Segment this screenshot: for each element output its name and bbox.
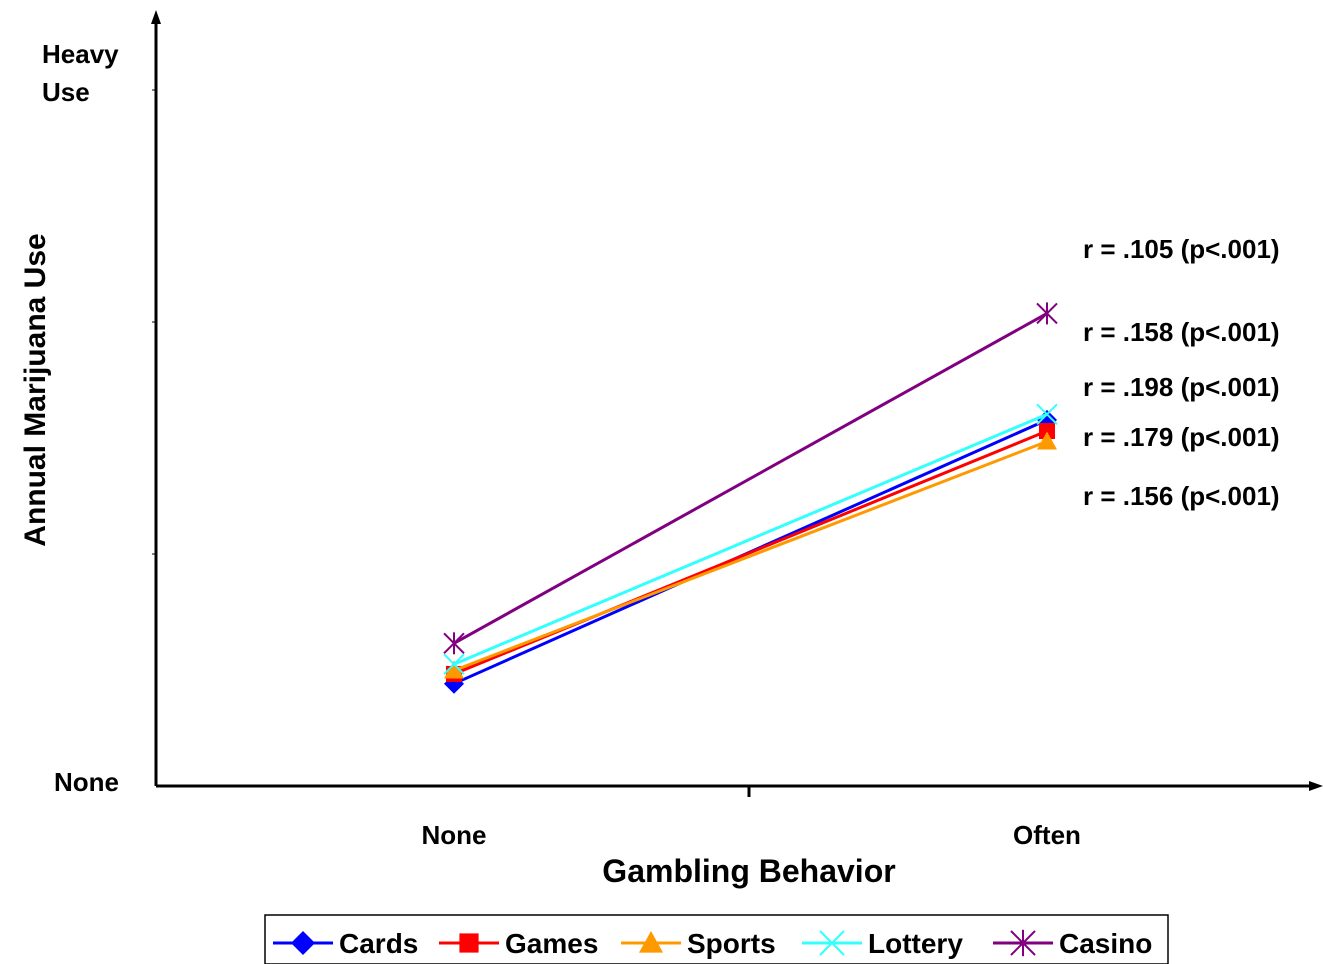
- legend-item-casino: Casino: [993, 928, 1152, 959]
- point-lottery-1: [1036, 403, 1058, 426]
- y-axis-arrow: [151, 10, 161, 24]
- legend-item-lottery: Lottery: [802, 928, 963, 959]
- annotation-r-198: r = .198 (p<.001): [1083, 372, 1280, 402]
- legend-label-sports: Sports: [687, 928, 776, 959]
- legend-item-sports: Sports: [621, 928, 776, 959]
- point-sports-0: [444, 660, 464, 679]
- y-tick-label-min: None: [54, 767, 119, 797]
- legend-marker-games: [459, 933, 479, 953]
- series-line-sports: [453, 440, 1048, 672]
- legend-marker-sports: [639, 931, 663, 953]
- legend-label-casino: Casino: [1059, 928, 1152, 959]
- x-axis-title: Gambling Behavior: [602, 853, 895, 889]
- legend-item-games: Games: [439, 928, 598, 959]
- legend-item-cards: Cards: [273, 928, 418, 959]
- x-axis-arrow: [1309, 781, 1323, 791]
- annotation-r-105: r = .105 (p<.001): [1083, 234, 1280, 264]
- annotation-r-156: r = .156 (p<.001): [1083, 481, 1280, 511]
- y-tick-label-max-line1: Heavy: [42, 39, 119, 69]
- annotation-r-179: r = .179 (p<.001): [1083, 422, 1280, 452]
- point-sports-1: [1037, 431, 1057, 450]
- legend-marker-cards: [291, 931, 315, 955]
- series-line-casino: [453, 312, 1048, 645]
- point-lottery-0: [443, 653, 465, 675]
- legend-label-lottery: Lottery: [868, 928, 963, 959]
- legend-box: [264, 914, 1169, 964]
- series-line-lottery: [453, 412, 1048, 666]
- y-ticks: [152, 89, 156, 555]
- legend-label-cards: Cards: [339, 928, 418, 959]
- point-games-1: [1039, 423, 1055, 440]
- legend-label-games: Games: [505, 928, 598, 959]
- legend: Cards Games Sports Lottery Casino: [273, 928, 1152, 959]
- x-tick-label-often: Often: [1013, 820, 1081, 850]
- point-casino-0: [443, 632, 465, 655]
- series-layer: [443, 302, 1058, 694]
- y-tick-label-max-line2: Use: [42, 77, 90, 107]
- legend-marker-lottery: [819, 930, 845, 956]
- y-axis-title: Annual Marijuana Use: [19, 233, 52, 546]
- annotation-r-158: r = .158 (p<.001): [1083, 317, 1280, 347]
- point-casino-1: [1036, 302, 1058, 325]
- x-tick-label-none: None: [422, 820, 487, 850]
- legend-marker-casino: [1010, 929, 1036, 957]
